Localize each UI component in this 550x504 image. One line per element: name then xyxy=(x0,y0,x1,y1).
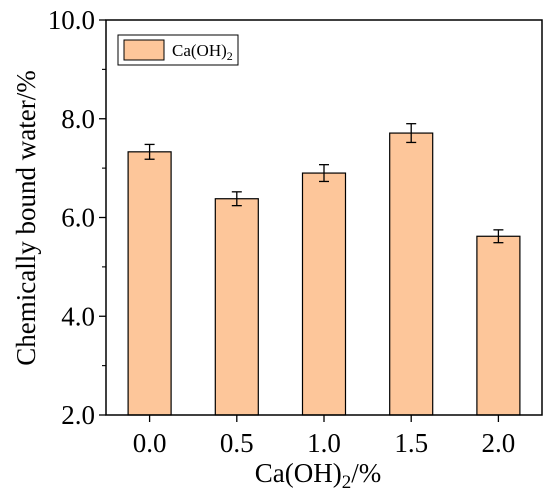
bar xyxy=(214,198,259,416)
y-tick-label: 2.0 xyxy=(61,400,95,430)
bar xyxy=(301,172,347,416)
bar xyxy=(389,132,434,416)
x-tick-label: 1.5 xyxy=(394,428,428,458)
bar xyxy=(476,235,521,416)
y-tick-label: 8.0 xyxy=(61,104,95,134)
y-tick-label: 6.0 xyxy=(61,203,95,233)
plot-frame xyxy=(105,19,543,416)
x-tick-label: 0.5 xyxy=(220,428,254,458)
x-tick-label: 2.0 xyxy=(482,428,516,458)
y-axis-title: Chemically bound water/% xyxy=(11,70,41,365)
x-axis-title: Ca(OH)2/% xyxy=(255,458,381,493)
plot-area: 0.0 0.5 1.0 1.5 2.0 2.0 4.0 6.0 8.0 10.0 xyxy=(48,5,543,458)
legend-label-sub: 2 xyxy=(227,49,233,63)
legend-label-main: Ca(OH) xyxy=(172,41,227,60)
y-tick-label: 4.0 xyxy=(61,301,95,331)
legend-label: Ca(OH)2 xyxy=(172,41,233,63)
x-tick-label: 0.0 xyxy=(133,428,167,458)
x-axis-title-sub: 2 xyxy=(342,472,352,493)
legend-swatch xyxy=(123,39,165,61)
legend: Ca(OH)2 xyxy=(117,34,239,66)
y-tick-label: 10.0 xyxy=(48,5,95,35)
bar xyxy=(127,151,172,416)
x-axis-title-main: Ca(OH) xyxy=(255,458,342,488)
x-tick-label: 1.0 xyxy=(307,428,341,458)
x-axis-title-tail: /% xyxy=(351,458,381,488)
